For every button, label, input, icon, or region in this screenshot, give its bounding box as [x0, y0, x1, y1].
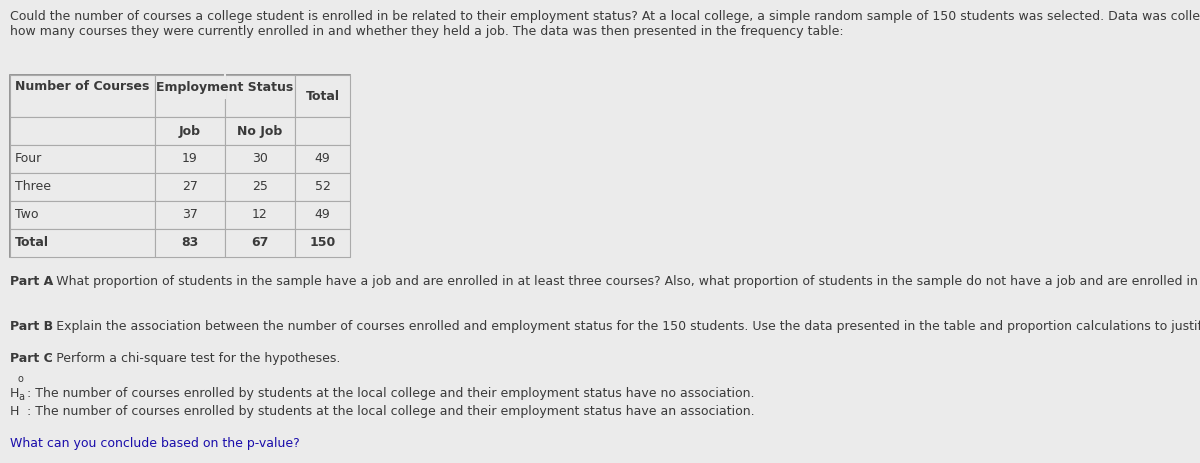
- Bar: [295, 173, 350, 201]
- Bar: [226, 117, 295, 145]
- Bar: [10, 201, 155, 229]
- Text: Part C: Part C: [10, 352, 53, 365]
- Text: H: H: [10, 405, 19, 418]
- Text: 27: 27: [182, 181, 198, 194]
- Text: 30: 30: [252, 152, 268, 165]
- Text: : The number of courses enrolled by students at the local college and their empl: : The number of courses enrolled by stud…: [28, 387, 755, 400]
- Bar: [295, 201, 350, 229]
- Text: how many courses they were currently enrolled in and whether they held a job. Th: how many courses they were currently enr…: [10, 25, 844, 38]
- Bar: [10, 75, 350, 257]
- Text: Two: Two: [14, 208, 38, 221]
- Bar: [155, 75, 226, 117]
- Text: Could the number of courses a college student is enrolled in be related to their: Could the number of courses a college st…: [10, 10, 1200, 23]
- Text: : What proportion of students in the sample have a job and are enrolled in at le: : What proportion of students in the sam…: [48, 275, 1200, 288]
- Text: Three: Three: [14, 181, 50, 194]
- Bar: [295, 75, 350, 117]
- Text: Part B: Part B: [10, 320, 53, 333]
- Text: No Job: No Job: [238, 125, 283, 138]
- Bar: [295, 117, 350, 145]
- Text: H: H: [10, 387, 19, 400]
- Bar: [10, 229, 155, 257]
- Bar: [10, 173, 155, 201]
- Text: : The number of courses enrolled by students at the local college and their empl: : The number of courses enrolled by stud…: [28, 405, 755, 418]
- Text: Total: Total: [14, 237, 49, 250]
- Text: 37: 37: [182, 208, 198, 221]
- Text: 49: 49: [314, 208, 330, 221]
- Text: o: o: [18, 374, 24, 384]
- Text: Number of Courses: Number of Courses: [14, 80, 149, 93]
- Bar: [155, 117, 226, 145]
- Bar: [155, 173, 226, 201]
- Text: a: a: [18, 392, 24, 402]
- Text: 25: 25: [252, 181, 268, 194]
- Bar: [226, 173, 295, 201]
- Bar: [295, 145, 350, 173]
- Bar: [10, 117, 155, 145]
- Bar: [155, 201, 226, 229]
- Text: 52: 52: [314, 181, 330, 194]
- Text: 49: 49: [314, 152, 330, 165]
- Text: Part A: Part A: [10, 275, 53, 288]
- Bar: [155, 145, 226, 173]
- Bar: [10, 145, 155, 173]
- Text: : Explain the association between the number of courses enrolled and employment : : Explain the association between the nu…: [48, 320, 1200, 333]
- Bar: [226, 75, 295, 117]
- Bar: [226, 229, 295, 257]
- Text: 83: 83: [181, 237, 199, 250]
- Bar: [226, 201, 295, 229]
- Bar: [10, 75, 155, 117]
- Bar: [295, 229, 350, 257]
- Text: What can you conclude based on the p-value?: What can you conclude based on the p-val…: [10, 437, 300, 450]
- Text: 12: 12: [252, 208, 268, 221]
- Text: Total: Total: [306, 89, 340, 102]
- Text: Four: Four: [14, 152, 42, 165]
- Bar: [226, 145, 295, 173]
- Text: 67: 67: [251, 237, 269, 250]
- Text: Job: Job: [179, 125, 202, 138]
- Text: Employment Status: Employment Status: [156, 81, 294, 94]
- Bar: [155, 229, 226, 257]
- Text: 19: 19: [182, 152, 198, 165]
- Text: 150: 150: [310, 237, 336, 250]
- Text: : Perform a chi-square test for the hypotheses.: : Perform a chi-square test for the hypo…: [48, 352, 341, 365]
